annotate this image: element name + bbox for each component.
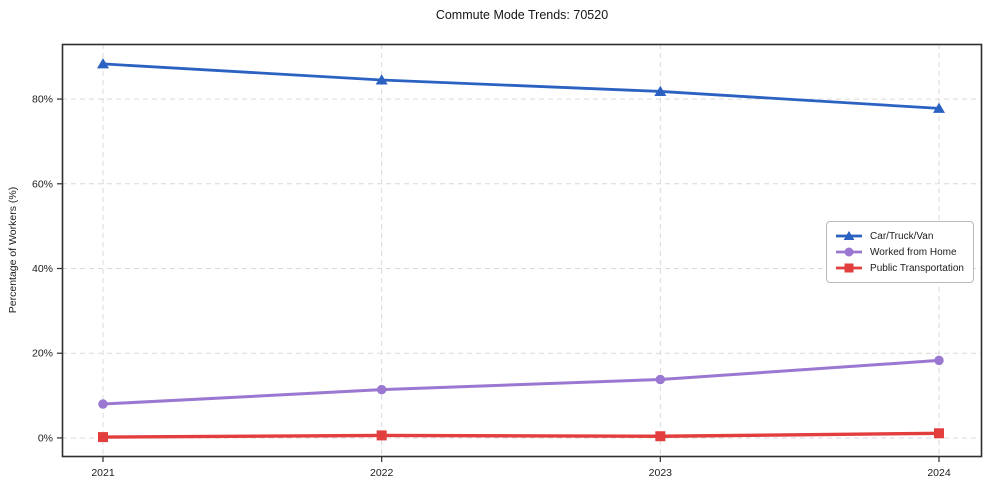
triangle-marker xyxy=(97,58,109,69)
legend: Car/Truck/Van Worked from Home Public Tran… xyxy=(826,221,974,283)
circle-marker xyxy=(655,374,666,385)
y-tick-label: 0% xyxy=(38,432,53,444)
legend-item: Worked from Home xyxy=(835,244,964,260)
y-tick-label: 20% xyxy=(32,348,53,360)
square-marker xyxy=(934,428,944,439)
square-marker xyxy=(655,431,666,442)
legend-circle-icon xyxy=(836,247,863,257)
x-tick-label: 2024 xyxy=(927,467,951,479)
x-tick-label: 2021 xyxy=(91,467,115,479)
circle-marker xyxy=(98,399,108,409)
triangle-marker xyxy=(654,85,667,96)
y-tick-label: 40% xyxy=(32,263,53,275)
legend-item-label: Car/Truck/Van xyxy=(870,230,934,242)
y-tick-label: 80% xyxy=(32,94,53,106)
chart-title: Commute Mode Trends: 70520 xyxy=(435,8,609,22)
triangle-marker xyxy=(933,102,945,113)
series-line-worked-from-home xyxy=(101,358,941,406)
legend-item-label: Worked from Home xyxy=(870,246,957,258)
x-tick-label: 2022 xyxy=(370,467,394,479)
square-marker xyxy=(376,430,387,441)
legend-item: Public Transportation xyxy=(835,260,964,276)
circle-marker xyxy=(376,384,387,395)
series-line-car-truck-van xyxy=(101,62,941,110)
legend-item-label: Public Transportation xyxy=(870,262,964,274)
circle-marker xyxy=(934,355,944,366)
legend-square-icon xyxy=(836,263,863,273)
legend-item: Car/Truck/Van xyxy=(835,228,964,244)
square-marker xyxy=(98,432,108,443)
y-tick-label: 60% xyxy=(32,178,53,190)
triangle-marker xyxy=(375,74,388,85)
plot-border xyxy=(61,43,983,458)
legend-triangle-icon xyxy=(836,230,863,241)
series-line-public-transportation xyxy=(101,431,941,439)
x-tick-label: 2023 xyxy=(649,467,673,479)
